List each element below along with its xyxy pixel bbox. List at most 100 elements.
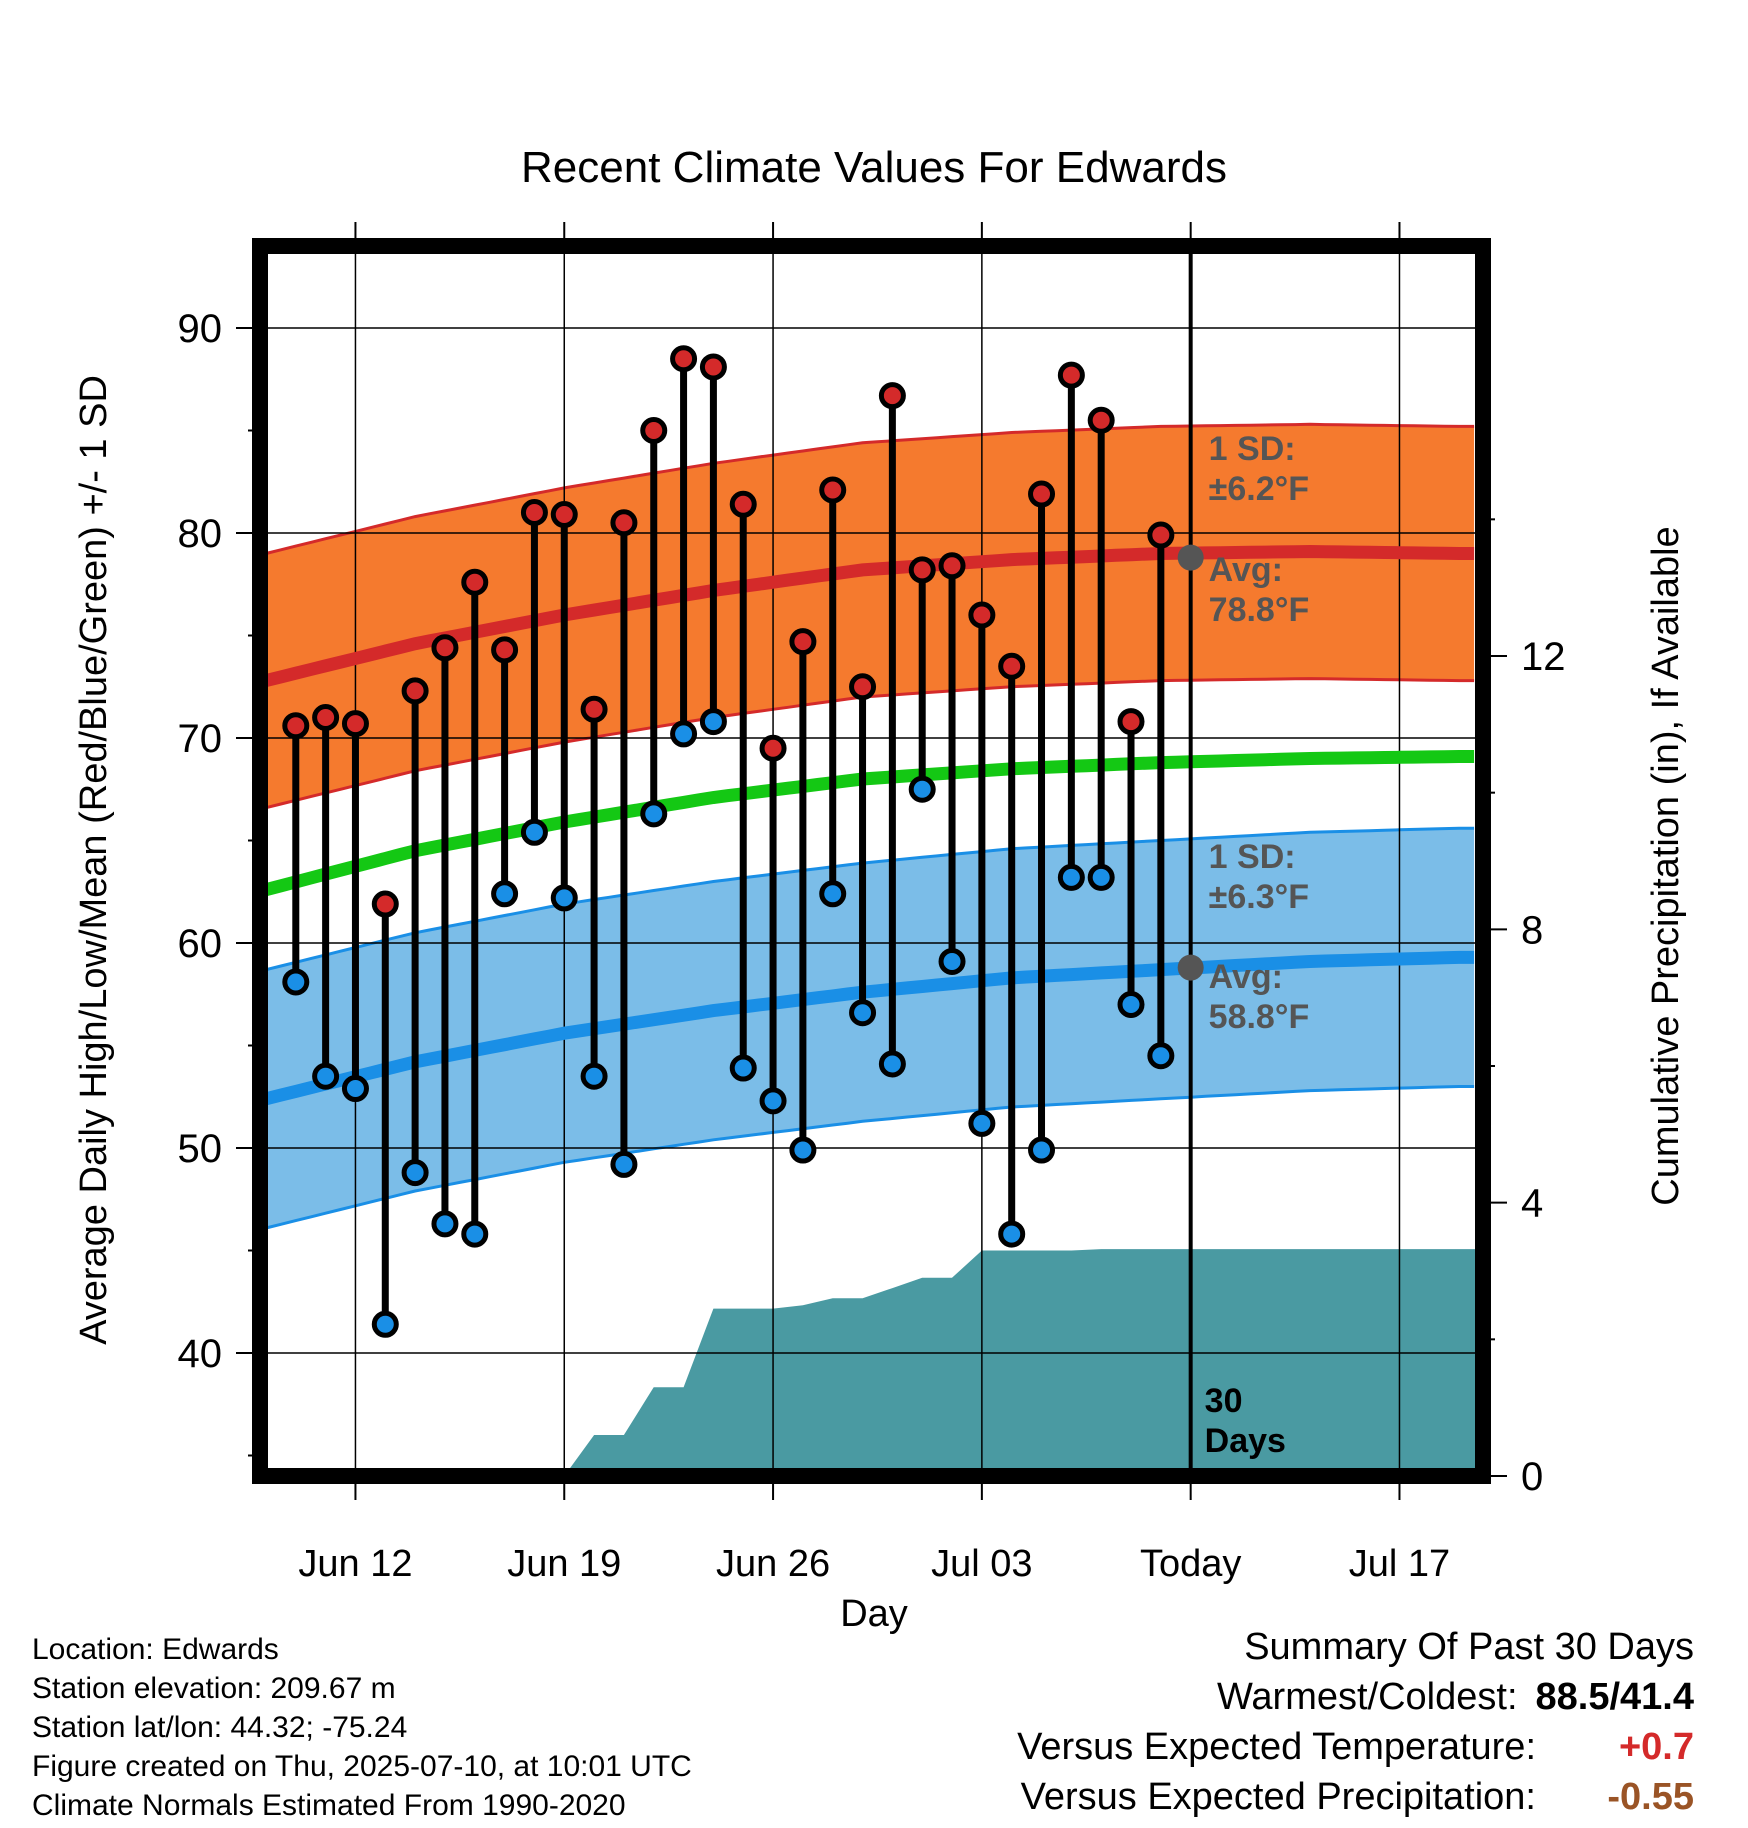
- daily-low-point: [729, 1054, 757, 1082]
- daily-low-point: [312, 1062, 340, 1090]
- x-tick-label: Jul 17: [1349, 1543, 1450, 1585]
- y2-tick-label: 8: [1521, 908, 1543, 952]
- low-sd-band: [266, 828, 1475, 1228]
- period-label-number: 30: [1205, 1382, 1243, 1420]
- daily-high-point: [1117, 708, 1145, 736]
- daily-low-point: [819, 880, 847, 908]
- chart-title: Recent Climate Values For Edwards: [521, 143, 1227, 192]
- daily-high-point: [670, 345, 698, 373]
- daily-high-point: [759, 734, 787, 762]
- daily-low-point: [610, 1150, 638, 1178]
- daily-high-point: [1057, 361, 1085, 389]
- daily-high-point: [312, 704, 340, 731]
- summary-title: Summary Of Past 30 Days: [1244, 1626, 1694, 1668]
- daily-high-point: [729, 490, 757, 518]
- daily-high-point: [580, 695, 608, 723]
- daily-low-point: [908, 775, 936, 803]
- low-avg-value: 58.8°F: [1209, 998, 1310, 1036]
- location-text: Location: Edwards: [32, 1633, 279, 1666]
- avg-mean-line: [264, 750, 1475, 896]
- period-label-unit: Days: [1205, 1422, 1286, 1460]
- avg-low-line: [264, 950, 1475, 1106]
- normals-text: Climate Normals Estimated From 1990-2020: [32, 1789, 626, 1822]
- y-tick-label: 60: [178, 922, 223, 966]
- daily-low-point: [282, 968, 310, 996]
- daily-high-point: [1147, 521, 1175, 549]
- y-tick-label: 80: [178, 512, 223, 556]
- y-tick-label: 50: [178, 1127, 223, 1171]
- warm-cold-value: 88.5/41.4: [1535, 1676, 1694, 1718]
- high-sd-value: ±6.2°F: [1209, 470, 1309, 508]
- daily-high-point: [938, 552, 966, 580]
- temp-label: Versus Expected Temperature:: [1017, 1726, 1536, 1768]
- today-avg-low-marker: [1177, 954, 1204, 981]
- daily-low-point: [550, 884, 578, 912]
- daily-high-point: [491, 636, 519, 664]
- y2-tick-label: 12: [1521, 635, 1566, 679]
- daily-low-point: [491, 880, 519, 908]
- daily-high-point: [998, 652, 1026, 680]
- daily-low-point: [849, 999, 877, 1027]
- daily-low-point: [1147, 1042, 1175, 1070]
- low-sd-lower-edge: [265, 1085, 1475, 1230]
- daily-low-point: [520, 818, 548, 846]
- warm-cold-label: Warmest/Coldest:: [1216, 1676, 1518, 1718]
- daily-low-point: [998, 1220, 1026, 1248]
- daily-low-point: [699, 708, 727, 736]
- daily-high-point: [371, 890, 399, 918]
- daily-low-point: [938, 947, 966, 975]
- daily-high-point: [1028, 480, 1056, 508]
- x-tick-label: Today: [1140, 1543, 1241, 1585]
- high-avg-value: 78.8°F: [1209, 591, 1310, 629]
- daily-low-point: [670, 720, 698, 748]
- plot-frame: [252, 238, 1491, 1484]
- daily-high-point: [431, 634, 459, 662]
- precip-label: Versus Expected Precipitation:: [1020, 1776, 1536, 1818]
- avg-high-line: [264, 544, 1475, 687]
- daily-low-point: [580, 1062, 608, 1090]
- low-sd-label: 1 SD:: [1209, 838, 1296, 876]
- daily-high-point: [789, 628, 817, 656]
- daily-high-point: [341, 710, 369, 738]
- daily-high-point: [461, 568, 489, 596]
- high-avg-label: Avg:: [1209, 551, 1283, 589]
- daily-low-point: [1117, 991, 1145, 1018]
- x-tick-label: Jun 19: [507, 1543, 621, 1585]
- daily-low-point: [371, 1310, 399, 1338]
- y-axis-label: Average Daily High/Low/Mean (Red/Blue/Gr…: [73, 375, 115, 1345]
- daily-low-point: [759, 1087, 787, 1115]
- today-avg-high-marker: [1177, 544, 1204, 571]
- created-text: Figure created on Thu, 2025-07-10, at 10…: [32, 1750, 692, 1783]
- daily-low-point: [1087, 863, 1115, 891]
- high-sd-label: 1 SD:: [1209, 430, 1296, 468]
- daily-low-point: [968, 1109, 996, 1137]
- elevation-text: Station elevation: 209.67 m: [32, 1672, 396, 1705]
- precipitation-area: [564, 1249, 1483, 1476]
- precip-value: -0.55: [1607, 1776, 1694, 1818]
- summary-temp: Versus Expected Temperature: +0.7: [1017, 1722, 1694, 1772]
- station-info: Location: Edwards Station elevation: 209…: [32, 1630, 692, 1825]
- daily-high-point: [610, 509, 638, 537]
- x-tick-label: Jun 26: [716, 1543, 830, 1585]
- low-sd-upper-edge: [265, 826, 1475, 972]
- y2-axis-label: Cumulative Precipitation (in), If Availa…: [1645, 526, 1687, 1205]
- daily-low-point: [1028, 1136, 1056, 1164]
- y-tick-label: 70: [178, 717, 223, 761]
- low-sd-value: ±6.3°F: [1209, 878, 1309, 916]
- daily-high-point: [908, 556, 936, 584]
- daily-high-point: [849, 673, 877, 701]
- low-avg-label: Avg:: [1209, 958, 1283, 996]
- y-tick-label: 90: [178, 307, 223, 351]
- daily-low-point: [341, 1075, 369, 1103]
- daily-high-point: [640, 417, 668, 444]
- x-tick-label: Jun 12: [298, 1543, 412, 1585]
- daily-low-point: [461, 1220, 489, 1248]
- daily-high-point: [1087, 406, 1115, 434]
- daily-high-point: [968, 601, 996, 629]
- daily-high-point: [401, 677, 429, 705]
- x-axis-label: Day: [840, 1593, 908, 1635]
- daily-low-point: [401, 1159, 429, 1187]
- y2-tick-label: 0: [1521, 1455, 1543, 1499]
- temp-value: +0.7: [1618, 1726, 1694, 1768]
